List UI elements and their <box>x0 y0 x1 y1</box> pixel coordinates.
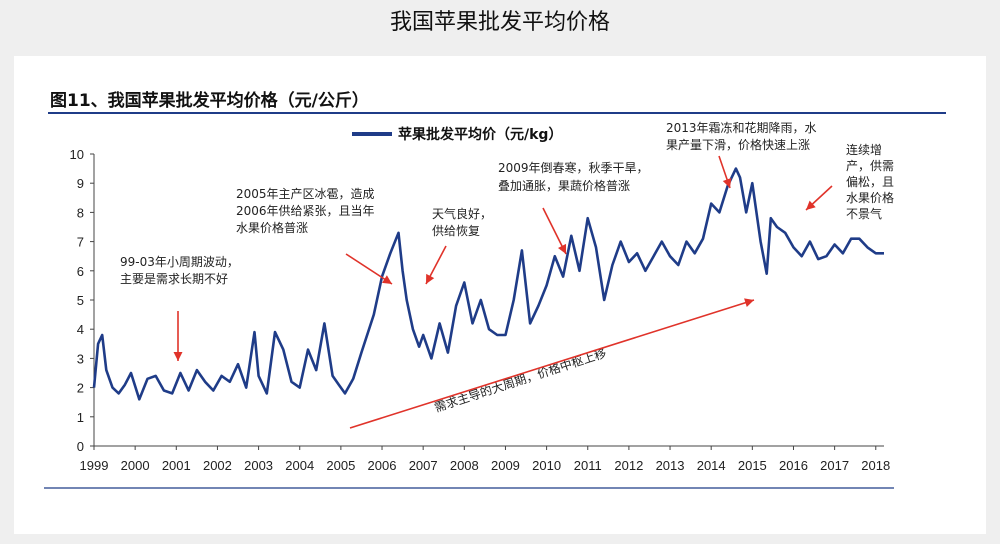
y-tick-label: 2 <box>77 381 84 396</box>
x-tick-label: 2009 <box>491 458 520 473</box>
annotation: 2009年倒春寒，秋季干旱， 叠加通胀，果蔬价格普涨 <box>498 160 649 193</box>
x-tick-label: 2001 <box>162 458 191 473</box>
y-tick-label: 7 <box>77 235 84 250</box>
annotation-text: 供给恢复 <box>432 224 480 238</box>
price-line <box>92 167 884 401</box>
x-tick-label: 2005 <box>326 458 355 473</box>
annotation-text: 2006年供给紧张，且当年 <box>236 204 375 218</box>
x-tick-label: 2000 <box>121 458 150 473</box>
y-axis: 0 1 2 3 4 5 6 7 8 9 10 <box>70 147 95 454</box>
x-tick-label: 2018 <box>861 458 890 473</box>
annotation-text: 2013年霜冻和花期降雨，水 <box>666 120 817 135</box>
annotation-text: 果产量下滑，价格快速上涨 <box>666 137 810 152</box>
x-tick-label: 1999 <box>80 458 109 473</box>
legend: 苹果批发平均价（元/kg） <box>352 126 562 143</box>
annotation-text: 不景气 <box>846 206 882 221</box>
x-axis: 1999 2000 2001 2002 2003 2004 2005 2006 2007 2008… <box>44 445 894 489</box>
annotation-arrow <box>349 299 755 429</box>
x-tick-label: 2011 <box>574 458 602 473</box>
annotation: 需求主导的大周期，价格中枢上移 <box>432 345 608 415</box>
series-layer <box>92 167 884 401</box>
y-tick-label: 9 <box>77 176 84 191</box>
annotation-text: 2005年主产区冰雹，造成 <box>236 187 375 201</box>
x-tick-label: 2017 <box>820 458 849 473</box>
x-tick-label: 2016 <box>779 458 808 473</box>
annotation-arrowhead <box>382 275 392 284</box>
annotation-text: 产，供需 <box>846 159 894 173</box>
annotation-text: 99-03年小周期波动， <box>120 255 239 269</box>
annotation-arrowhead <box>426 273 435 284</box>
x-tick-label: 2007 <box>409 458 438 473</box>
page-title: 我国苹果批发平均价格 <box>389 10 610 35</box>
annotation-arrow <box>345 253 393 285</box>
x-tick-label: 2003 <box>244 458 273 473</box>
annotation-text: 2009年倒春寒，秋季干旱， <box>498 160 649 175</box>
x-tick-label: 2014 <box>697 458 726 473</box>
y-tick-label: 4 <box>77 322 84 337</box>
annotation-text: 水果价格普涨 <box>236 220 308 235</box>
annotation-arrowhead <box>558 243 566 254</box>
x-tick-label: 2015 <box>738 458 767 473</box>
x-tick-label: 2013 <box>656 458 685 473</box>
annotation: 天气良好， 供给恢复 <box>432 206 492 238</box>
annotation-text: 主要是需求长期不好 <box>120 272 228 286</box>
y-tick-label: 1 <box>77 410 84 425</box>
annotation-text: 偏松，且 <box>846 174 894 189</box>
annotation-arrowhead <box>722 178 732 188</box>
legend-label: 苹果批发平均价（元/kg） <box>398 126 562 143</box>
y-tick-label: 10 <box>70 147 84 162</box>
chart-panel: 图11、我国苹果批发平均价格（元/公斤） 0 1 2 3 4 5 6 7 8 9 10 1999 20… <box>14 56 986 534</box>
x-tick-label: 2004 <box>285 458 314 473</box>
annotation-arrowhead <box>806 200 816 210</box>
annotation-arrowhead <box>744 298 754 307</box>
annotation-text: 水果价格 <box>846 190 894 205</box>
annotation-text: 叠加通胀，果蔬价格普涨 <box>498 178 630 193</box>
y-tick-label: 5 <box>77 293 84 308</box>
y-tick-label: 6 <box>77 264 84 279</box>
annotations-layer: 99-03年小周期波动， 主要是需求长期不好 2005年主产区冰雹，造成 2006年供… <box>120 120 894 429</box>
x-tick-label: 2006 <box>368 458 397 473</box>
chart-svg: 0 1 2 3 4 5 6 7 8 9 10 1999 2000 2001 2002 2003 2004 200… <box>44 120 894 489</box>
figure-title: 图11、我国苹果批发平均价格（元/公斤） <box>50 91 369 111</box>
x-tick-label: 2002 <box>203 458 232 473</box>
annotation-text: 天气良好， <box>432 206 492 221</box>
annotation: 99-03年小周期波动， 主要是需求长期不好 <box>120 255 239 286</box>
x-tick-label: 2010 <box>532 458 561 473</box>
y-tick-label: 3 <box>77 351 84 366</box>
y-tick-label: 0 <box>77 439 84 454</box>
annotation-text: 连续增 <box>846 142 882 157</box>
x-tick-label: 2012 <box>614 458 643 473</box>
title-rule <box>48 112 946 114</box>
x-tick-label: 2008 <box>450 458 479 473</box>
y-tick-label: 8 <box>77 205 84 220</box>
annotation-text: 需求主导的大周期，价格中枢上移 <box>432 345 608 415</box>
annotation-arrowhead <box>173 352 183 361</box>
